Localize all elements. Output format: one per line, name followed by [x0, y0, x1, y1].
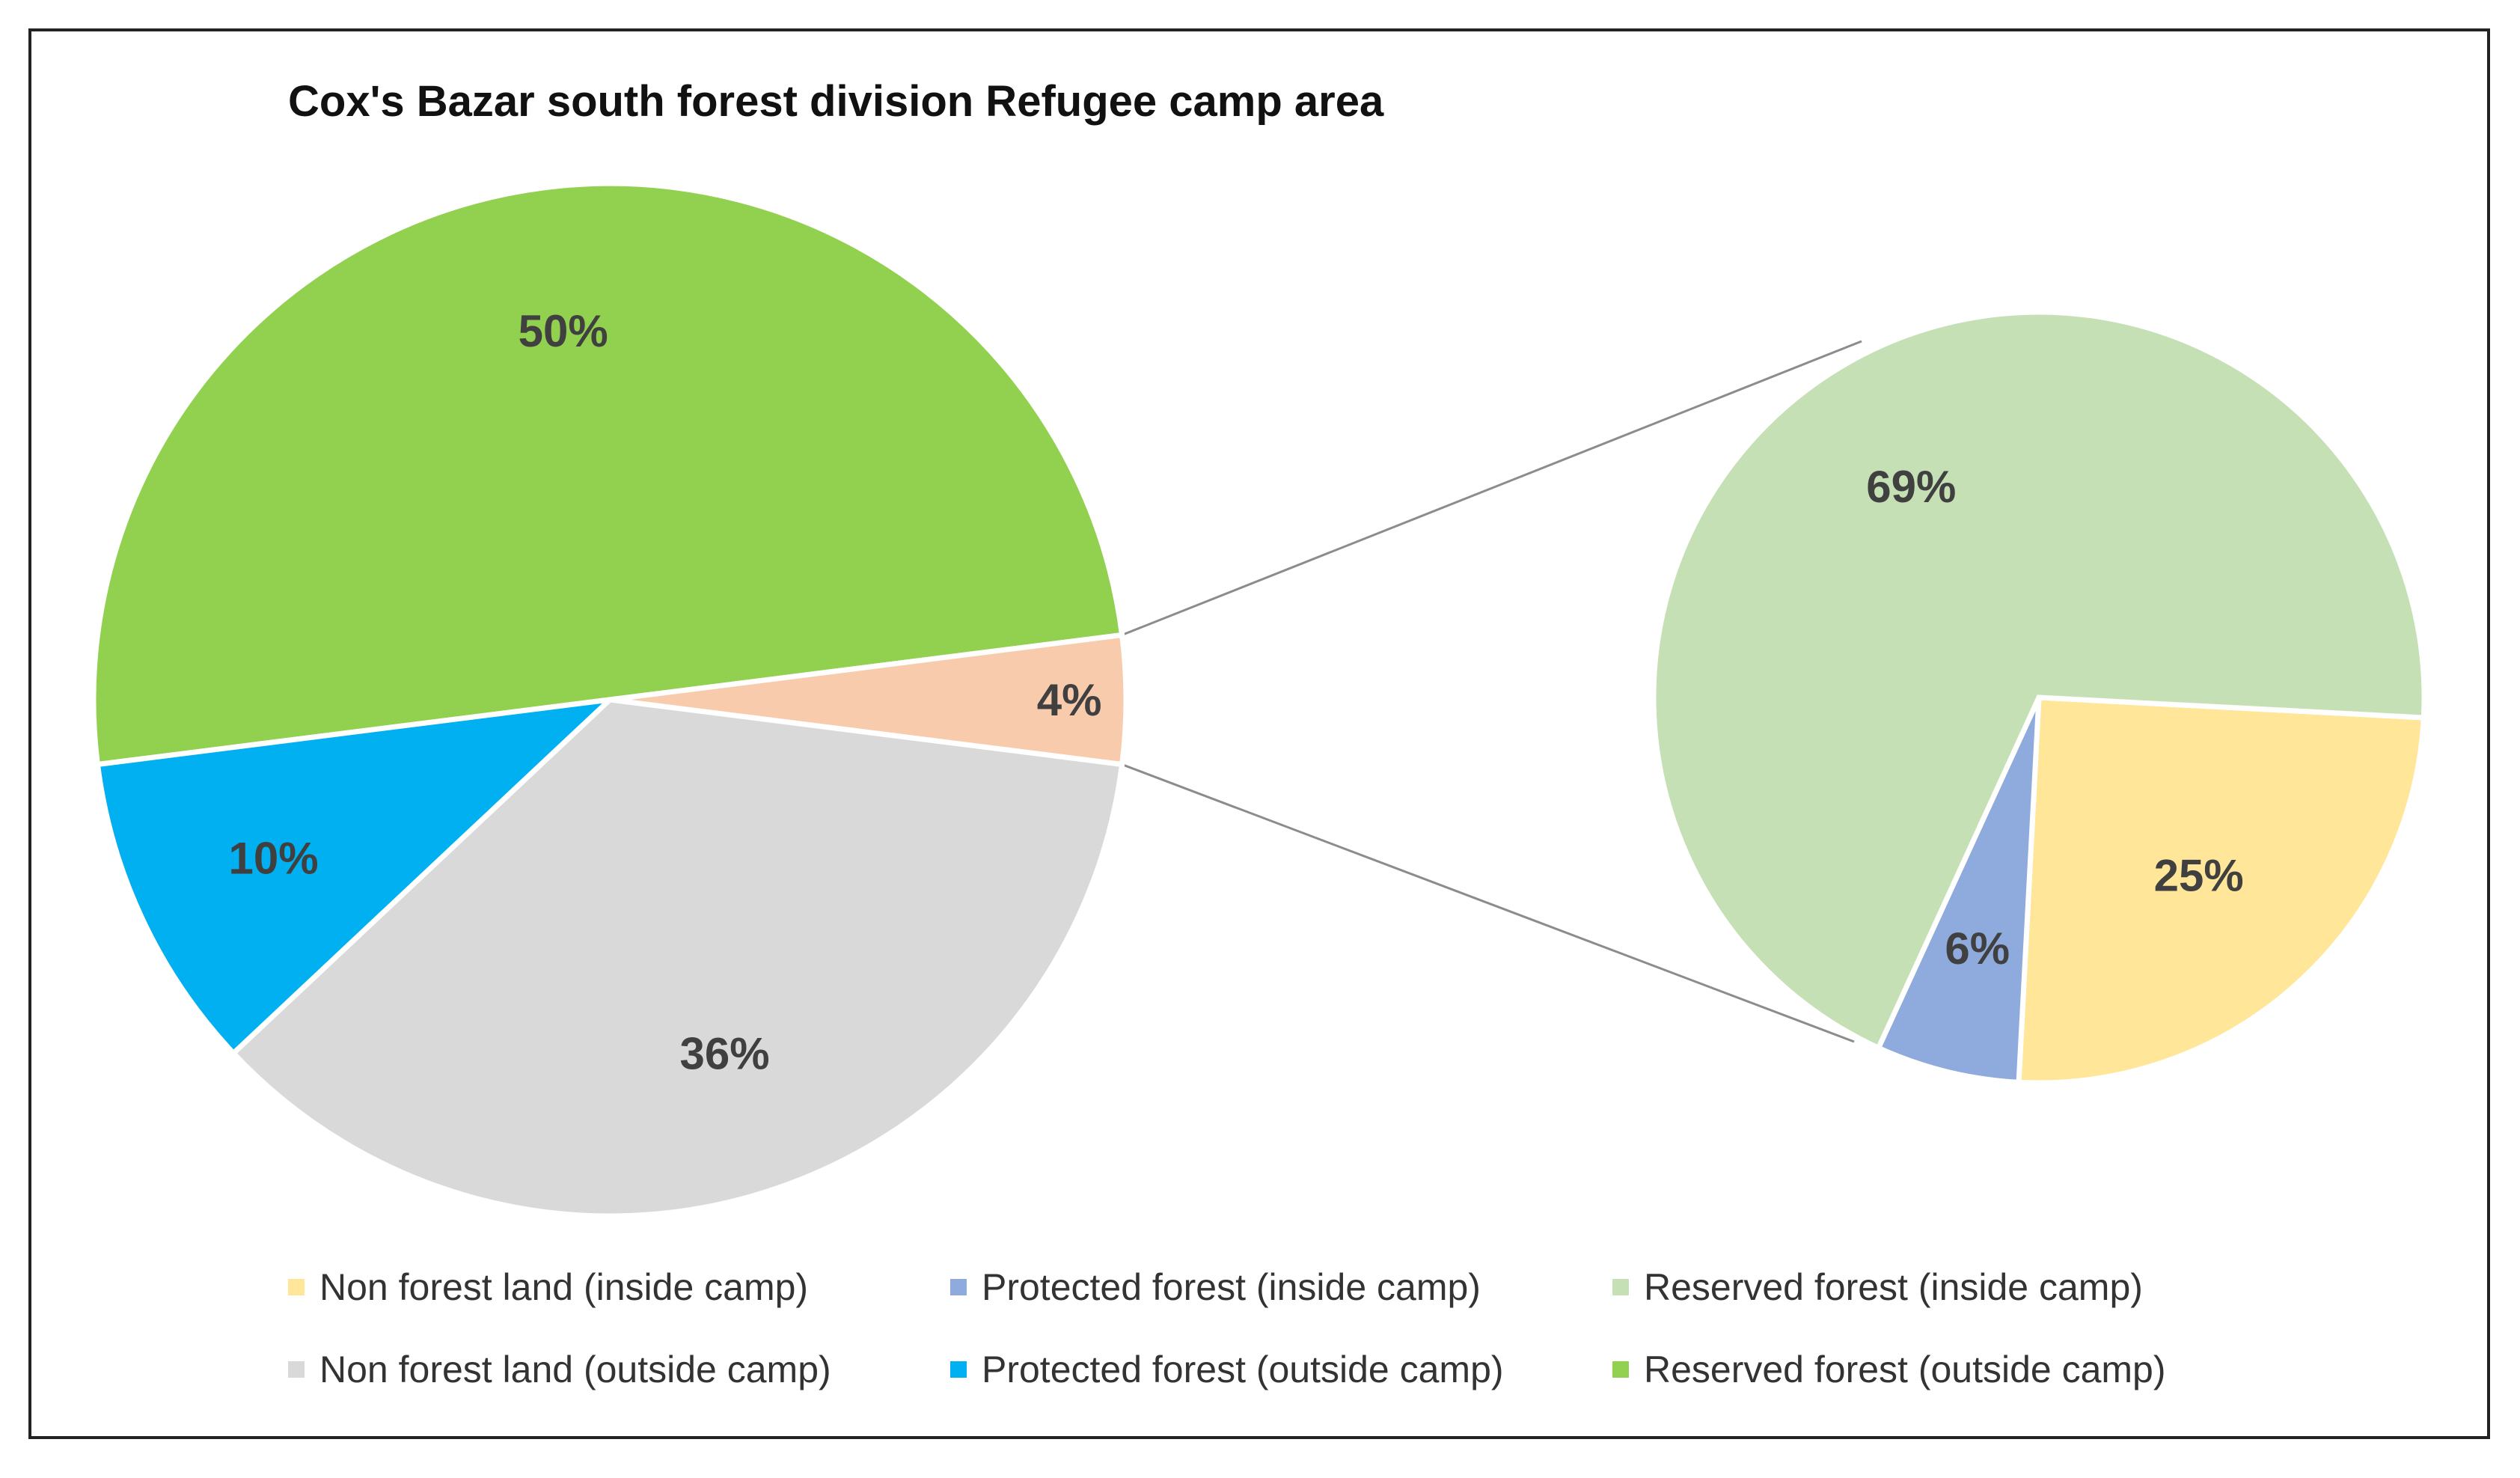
secondary-slice-protected-forest-inside-camp	[1874, 696, 2042, 1085]
main-slice-reserved-forest-outside-camp	[91, 180, 1125, 768]
secondary-slice-label-non-forest-land-inside-camp: 25%	[2154, 850, 2244, 900]
secondary-pie	[1651, 309, 2427, 1086]
main-slice-protected-forest-outside-camp	[94, 696, 618, 1057]
main-slice-label-reserved-forest-outside-camp: 50%	[519, 306, 608, 356]
legend-label-non-forest-land-inside-camp: Non forest land (inside camp)	[319, 1266, 808, 1308]
legend-swatch-reserved-forest-inside-camp	[1612, 1279, 1629, 1295]
legend-swatch-non-forest-land-outside-camp	[288, 1361, 305, 1378]
secondary-slice-reserved-forest-inside-camp	[1651, 309, 2427, 1051]
main-slice-label-protected-forest-outside-camp: 10%	[228, 834, 318, 884]
connector-line-top	[1122, 340, 1862, 636]
legend-label-non-forest-land-outside-camp: Non forest land (outside camp)	[319, 1349, 831, 1390]
legend-swatch-non-forest-land-inside-camp	[288, 1279, 305, 1295]
secondary-slice-non-forest-land-inside-camp	[2016, 694, 2426, 1086]
connector-line-bottom	[1122, 763, 1855, 1043]
main-pie-labels: 50% 4% 36% 10%	[228, 306, 1101, 1078]
connector-lines	[1122, 340, 1862, 1043]
main-slice-label-non-forest-land-outside-camp: 36%	[679, 1029, 769, 1079]
legend-label-reserved-forest-inside-camp: Reserved forest (inside camp)	[1644, 1266, 2143, 1308]
legend-swatch-protected-forest-outside-camp	[950, 1361, 967, 1378]
legend: Non forest land (inside camp) Protected f…	[288, 1266, 2166, 1390]
main-slice-non-forest-land-outside-camp	[230, 697, 1125, 1219]
legend-label-protected-forest-inside-camp: Protected forest (inside camp)	[982, 1266, 1481, 1308]
legend-label-reserved-forest-outside-camp: Reserved forest (outside camp)	[1644, 1349, 2166, 1390]
secondary-slice-label-reserved-forest-inside-camp: 69%	[1866, 462, 1956, 512]
secondary-pie-labels: 25% 6% 69%	[1866, 462, 2243, 974]
main-slice-label-refugee-camp-area: 4%	[1037, 675, 1102, 725]
legend-swatch-protected-forest-inside-camp	[950, 1279, 967, 1295]
legend-swatch-reserved-forest-outside-camp	[1612, 1361, 1629, 1378]
secondary-slice-label-protected-forest-inside-camp: 6%	[1945, 923, 2010, 974]
legend-label-protected-forest-outside-camp: Protected forest (outside camp)	[982, 1349, 1504, 1390]
main-pie	[91, 180, 1129, 1219]
chart-title: Cox's Bazar south forest division Refuge…	[288, 77, 1384, 126]
